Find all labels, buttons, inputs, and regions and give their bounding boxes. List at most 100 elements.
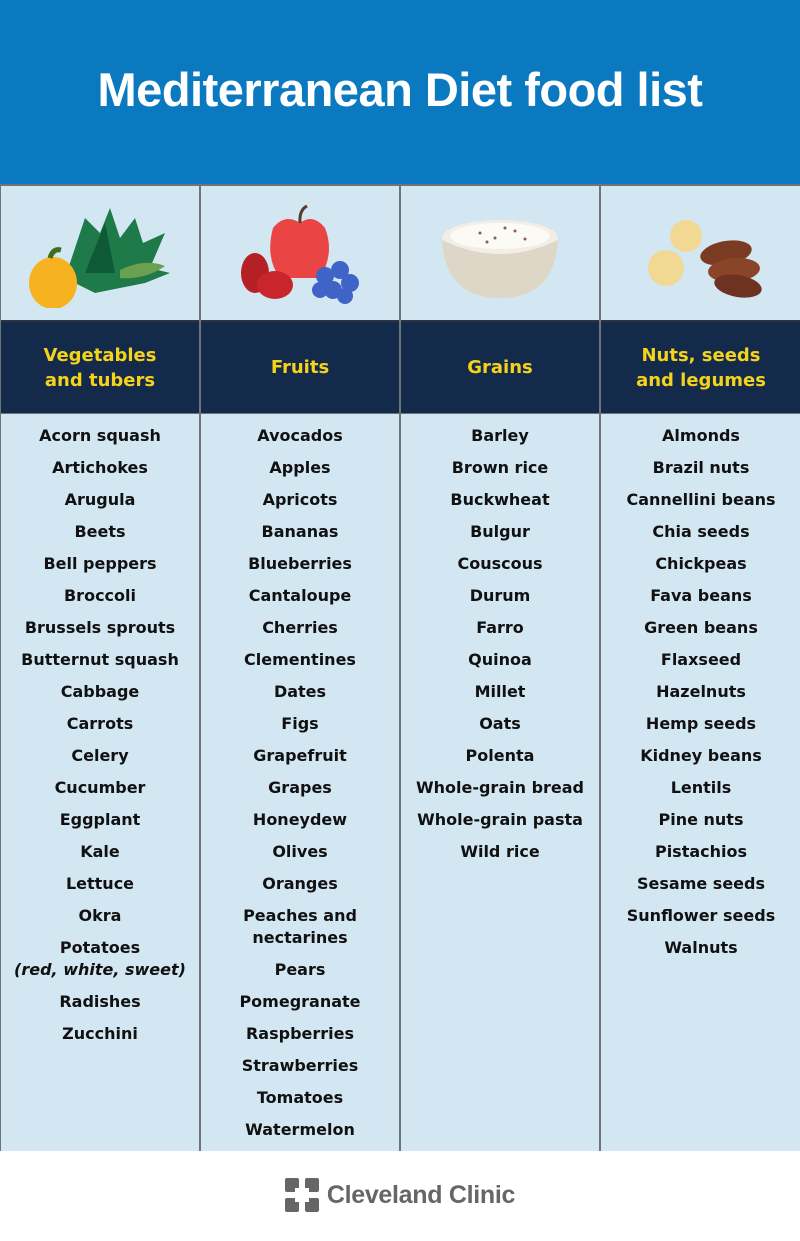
item-label: Grapes — [268, 778, 332, 797]
list-item: Grapefruit — [201, 745, 399, 767]
item-label: Barley — [471, 426, 529, 445]
cleveland-clinic-logo-icon — [284, 1178, 319, 1212]
item-label: Flaxseed — [660, 650, 742, 669]
list-item: Honeydew — [201, 809, 399, 831]
item-label: Watermelon — [245, 1120, 355, 1139]
list-item: Strawberries — [201, 1055, 399, 1077]
list-item: Durum — [401, 585, 599, 607]
item-label: Oranges — [262, 874, 338, 893]
list-item: Potatoes (red, white, sweet) — [1, 937, 199, 981]
grains-bowl-illustration — [401, 186, 599, 322]
list-item: Brown rice — [401, 457, 599, 479]
list-item: Whole-grain bread — [401, 777, 599, 799]
list-item: Carrots — [1, 713, 199, 735]
list-item: Okra — [1, 905, 199, 927]
item-label: Durum — [469, 586, 531, 605]
list-item: Brussels sprouts — [1, 617, 199, 639]
list-item: Pomegranate — [201, 991, 399, 1013]
food-list: Avocados Apples Apricots Bananas Blueberries… — [201, 414, 399, 1151]
item-label: Potatoes — [59, 938, 141, 957]
item-label: Hemp seeds — [645, 714, 757, 733]
item-note: nectarines — [252, 928, 348, 947]
list-item: Hazelnuts — [601, 681, 800, 703]
list-item: Grapes — [201, 777, 399, 799]
fruits-illustration — [201, 186, 399, 322]
item-label: Almonds — [662, 426, 740, 445]
brand-name: Cleveland Clinic — [326, 1180, 516, 1209]
list-item: Celery — [1, 745, 199, 767]
list-item: Hemp seeds — [601, 713, 800, 735]
page-title: Mediterranean Diet food list — [97, 62, 703, 116]
list-item: Olives — [201, 841, 399, 863]
food-list: Acorn squash Artichokes Arugula Beets Bell p… — [1, 414, 199, 1151]
list-item: Barley — [401, 425, 599, 447]
list-item: Buckwheat — [401, 489, 599, 511]
list-item: Fava beans — [601, 585, 800, 607]
item-label: Apricots — [262, 490, 338, 509]
list-item: Polenta — [401, 745, 599, 767]
item-label: Cabbage — [60, 682, 140, 701]
item-label: Cucumber — [54, 778, 146, 797]
list-item: Sesame seeds — [601, 873, 800, 895]
list-item: Raspberries — [201, 1023, 399, 1045]
list-item: Whole-grain pasta — [401, 809, 599, 831]
item-label: Fava beans — [650, 586, 752, 605]
item-label: Lettuce — [65, 874, 135, 893]
item-label: Honeydew — [252, 810, 348, 829]
list-item: Radishes — [1, 991, 199, 1013]
item-label: Arugula — [64, 490, 136, 509]
list-item: Clementines — [201, 649, 399, 671]
item-label: Celery — [71, 746, 129, 765]
item-label: Quinoa — [468, 650, 532, 669]
item-label: Bell peppers — [43, 554, 157, 573]
item-label: Bulgur — [470, 522, 530, 541]
item-label: Brussels sprouts — [24, 618, 176, 637]
item-label: Olives — [272, 842, 328, 861]
food-table: Vegetables and tubers Acorn squash Articho… — [0, 184, 800, 1151]
list-item: Avocados — [201, 425, 399, 447]
list-item: Farro — [401, 617, 599, 639]
nuts-illustration — [601, 186, 800, 322]
column-3: Nuts, seeds and legumes Almonds Brazil nut… — [601, 186, 800, 1151]
item-label: Sesame seeds — [637, 874, 765, 893]
item-label: Farro — [476, 618, 524, 637]
item-label: Lentils — [670, 778, 732, 797]
list-item: Apricots — [201, 489, 399, 511]
item-label: Pears — [274, 960, 326, 979]
item-label: Pomegranate — [239, 992, 361, 1011]
item-label: Broccoli — [63, 586, 136, 605]
list-item: Brazil nuts — [601, 457, 800, 479]
item-label: Dates — [273, 682, 327, 701]
title-banner: Mediterranean Diet food list — [0, 0, 800, 184]
footer: Cleveland Clinic — [0, 1178, 800, 1212]
list-item: Sunflower seeds — [601, 905, 800, 927]
item-label: Bananas — [261, 522, 339, 541]
item-label: Peaches and — [243, 906, 357, 925]
list-item: Cucumber — [1, 777, 199, 799]
item-label: Cannellini beans — [626, 490, 776, 509]
item-label: Green beans — [644, 618, 758, 637]
list-item: Wild rice — [401, 841, 599, 863]
list-item: Watermelon — [201, 1119, 399, 1141]
list-item: Oranges — [201, 873, 399, 895]
column-heading: Nuts, seeds and legumes — [601, 322, 800, 414]
item-label: Strawberries — [241, 1056, 359, 1075]
list-item: Chickpeas — [601, 553, 800, 575]
item-label: Oats — [479, 714, 521, 733]
item-label: Raspberries — [245, 1024, 355, 1043]
column-0: Vegetables and tubers Acorn squash Articho… — [1, 186, 201, 1151]
item-label: Apples — [269, 458, 331, 477]
list-item: Tomatoes — [201, 1087, 399, 1109]
list-item: Arugula — [1, 489, 199, 511]
item-label: Whole-grain pasta — [417, 810, 583, 829]
list-item: Bell peppers — [1, 553, 199, 575]
list-item: Chia seeds — [601, 521, 800, 543]
list-item: Lettuce — [1, 873, 199, 895]
item-label: Brazil nuts — [652, 458, 750, 477]
list-item: Pine nuts — [601, 809, 800, 831]
list-item: Cannellini beans — [601, 489, 800, 511]
list-item: Lentils — [601, 777, 800, 799]
list-item: Pistachios — [601, 841, 800, 863]
list-item: Peaches and nectarines — [201, 905, 399, 949]
item-label: Acorn squash — [39, 426, 161, 445]
